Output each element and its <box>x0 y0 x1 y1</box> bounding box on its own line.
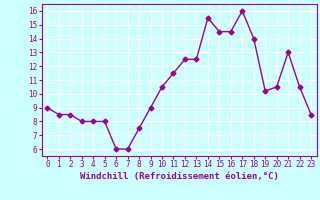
X-axis label: Windchill (Refroidissement éolien,°C): Windchill (Refroidissement éolien,°C) <box>80 172 279 181</box>
